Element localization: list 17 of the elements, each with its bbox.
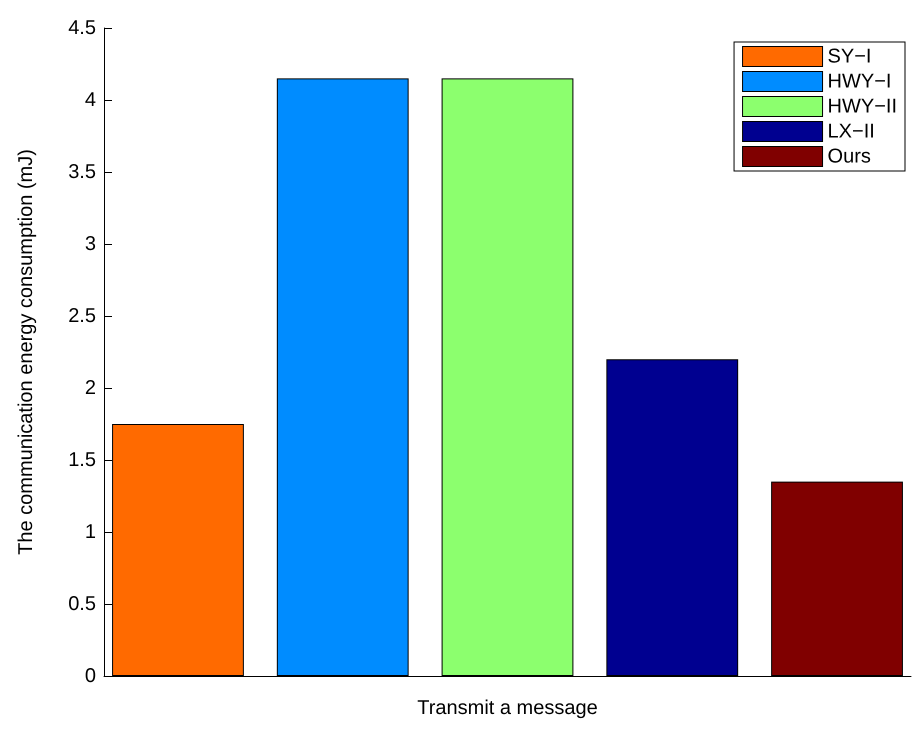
legend-label: SY−I [828,46,872,68]
y-tick-label: 3 [84,233,96,255]
y-tick-label: 0 [84,665,96,687]
x-axis-title: Transmit a message [417,697,598,719]
y-tick-label: 2.5 [68,305,96,327]
legend-label: HWY−II [828,96,897,118]
y-tick-label: 3.5 [68,161,96,183]
legend-label: HWY−I [828,70,892,92]
y-axis-title: The communication energy consumption (mJ) [15,149,37,555]
legend-label: LX−II [828,120,875,142]
y-tick-label: 1 [84,521,96,543]
y-tick-label: 4 [84,89,96,111]
y-tick-label: 1.5 [68,449,96,471]
legend-label: Ours [828,146,871,168]
y-tick-label: 2 [84,377,96,399]
y-tick-label: 4.5 [68,17,96,39]
y-tick-label: 0.5 [68,593,96,615]
